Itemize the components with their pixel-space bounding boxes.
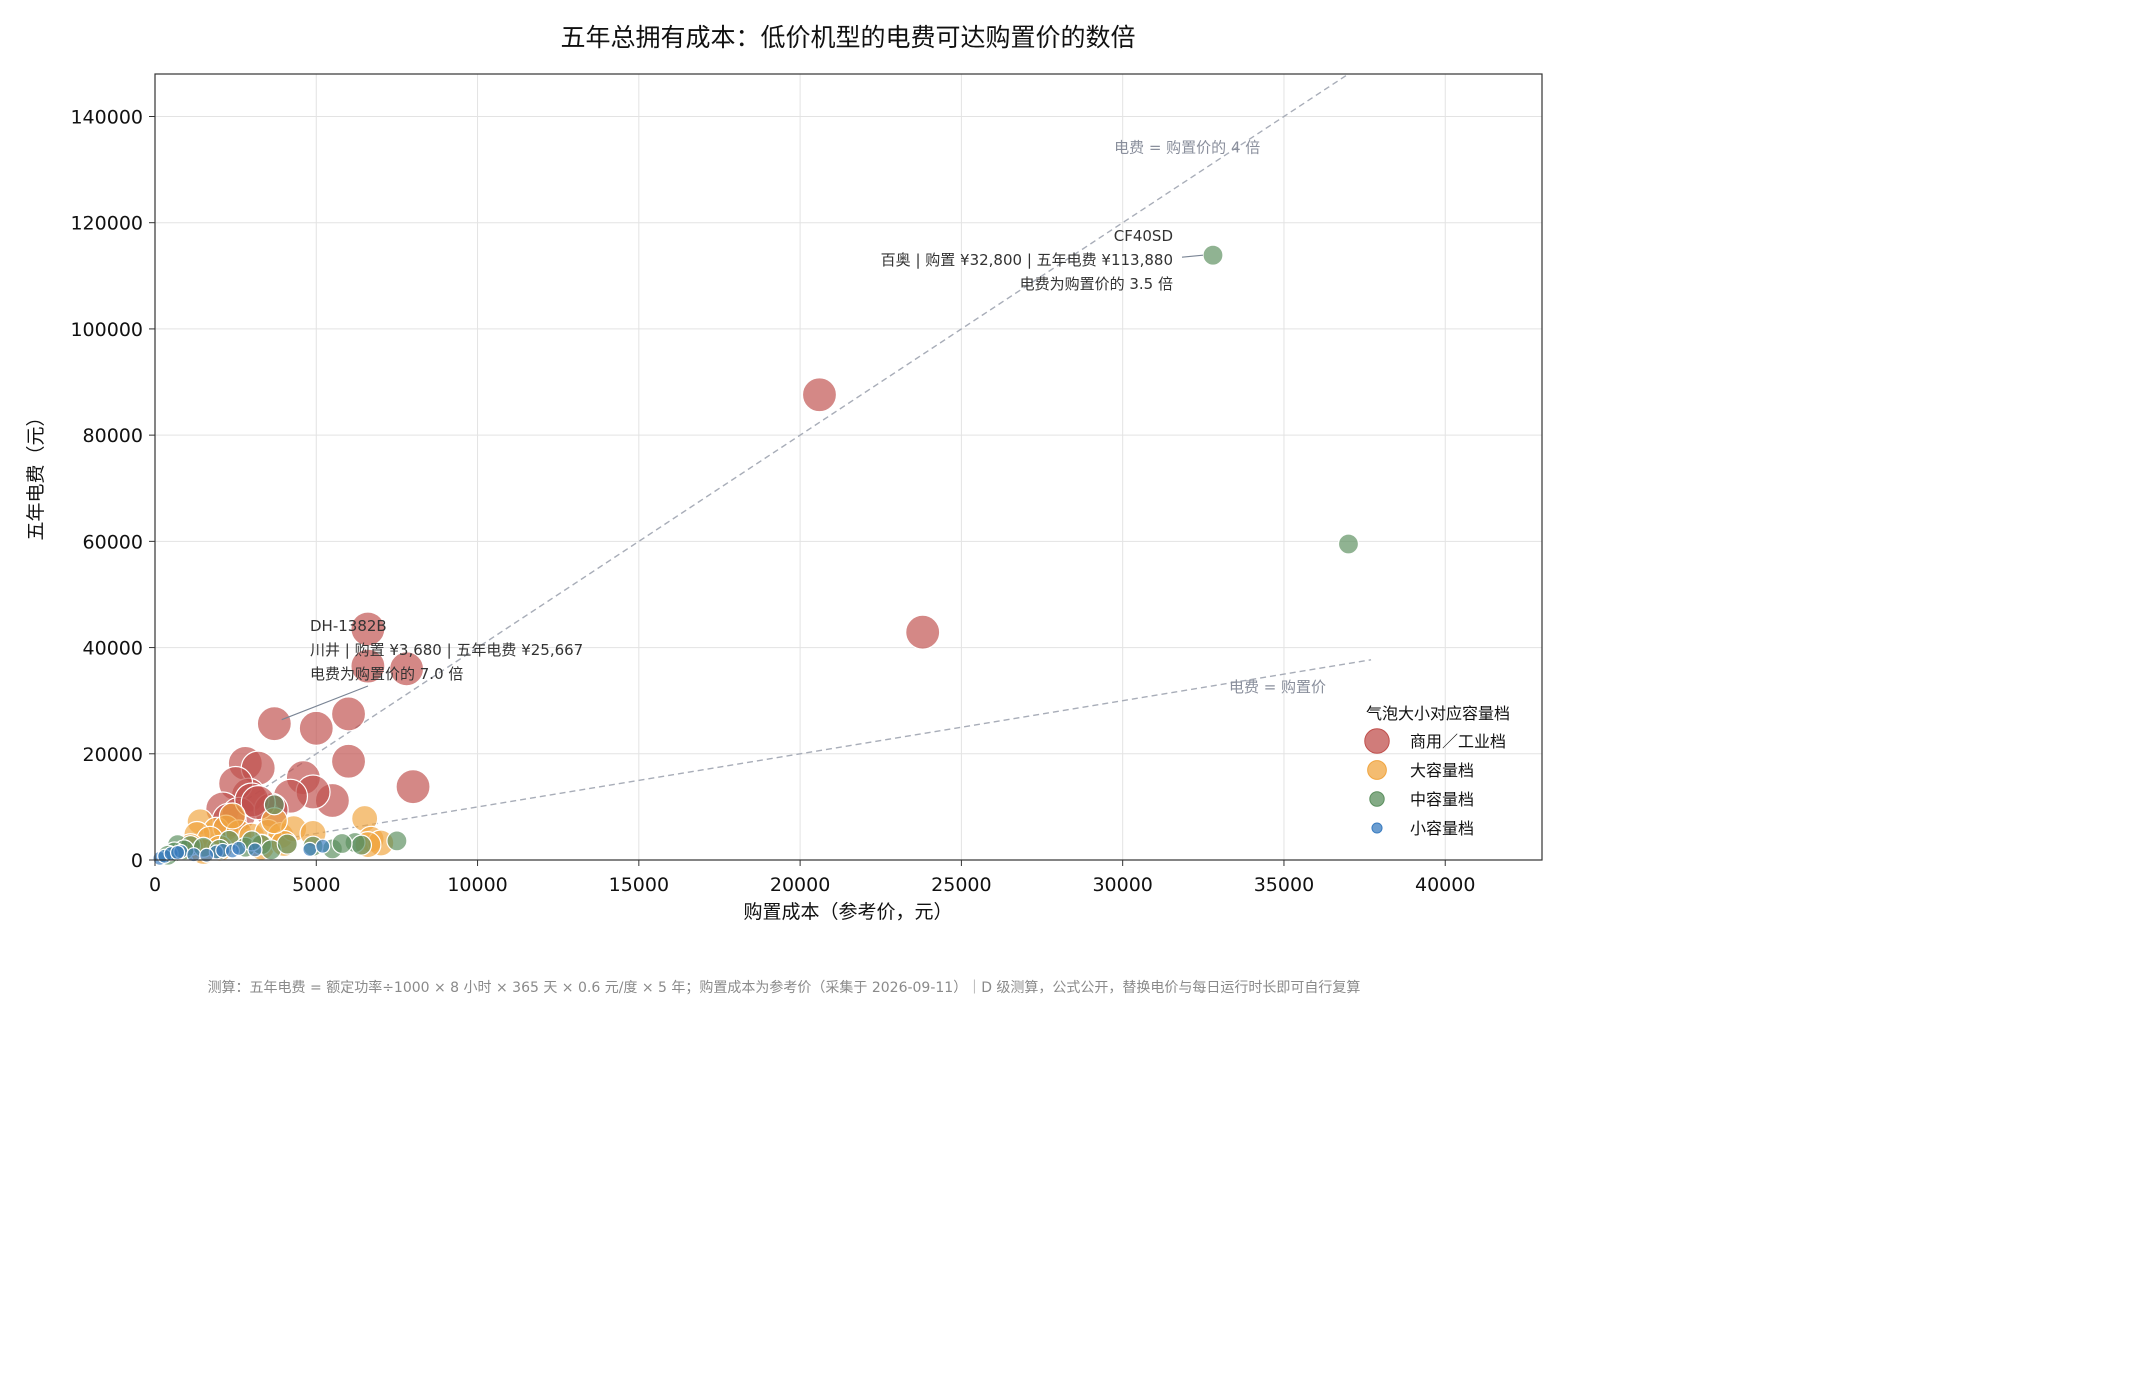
annotation-text: DH-1382B	[310, 617, 387, 635]
grid	[154, 74, 1542, 861]
chart-title: 五年总拥有成本：低价机型的电费可达购置价的数倍	[560, 23, 1135, 52]
axis-ticks: 0 5000 10000 15000 20000 25000 30000 35000 40000…	[70, 106, 1475, 896]
annotation-leader	[281, 685, 369, 721]
plot-frame	[154, 73, 1543, 861]
data-point	[247, 842, 263, 858]
chart-background	[0, 0, 1568, 1024]
y-tick-label: 20000	[83, 744, 143, 766]
y-axis-label: 五年电费（元）	[25, 407, 47, 540]
y-tick-label: 80000	[83, 425, 143, 447]
series-3	[152, 838, 331, 867]
data-point	[388, 651, 425, 687]
data-point	[386, 830, 408, 852]
x-tick-label: 5000	[292, 874, 340, 896]
y-tick-label: 120000	[70, 213, 143, 235]
reference-line	[154, 73, 1349, 861]
data-points	[152, 244, 1360, 867]
x-axis-label: 购置成本（参考价，元）	[743, 901, 952, 923]
data-point	[350, 648, 386, 684]
legend-label: 小容量档	[1410, 819, 1474, 838]
reference-line-label: 电费 = 购置价的 4 倍	[1114, 139, 1260, 157]
data-point	[350, 834, 373, 856]
scatter-chart: 五年总拥有成本：低价机型的电费可达购置价的数倍 电费 = 购置价 电费 = 购置价…	[0, 0, 1568, 1024]
legend-label: 中容量档	[1410, 790, 1474, 809]
annotations: DH-1382B 川井 | 购置 ¥3,680 | 五年电费 ¥25,667 电费为…	[281, 227, 1204, 721]
y-tick-label: 0	[131, 850, 143, 872]
data-point	[1337, 533, 1360, 555]
chart-root: 五年总拥有成本：低价机型的电费可达购置价的数倍 电费 = 购置价 电费 = 购置价…	[0, 0, 1568, 1024]
data-point	[298, 710, 334, 746]
y-tick-label: 40000	[83, 638, 143, 660]
data-point	[169, 844, 186, 861]
x-tick-label: 10000	[447, 874, 507, 896]
annotation-text: 电费为购置价的 3.5 倍	[1020, 275, 1173, 293]
data-point	[263, 794, 285, 816]
data-point	[218, 802, 247, 830]
data-point	[315, 838, 331, 854]
legend-label: 商用／工业档	[1410, 732, 1506, 751]
data-point	[276, 833, 298, 855]
legend-marker	[1371, 822, 1383, 834]
reference-line-label: 电费 = 购置价	[1229, 678, 1326, 696]
data-point	[330, 696, 367, 732]
annotation-text: 百奥 | 购置 ¥32,800 | 五年电费 ¥113,880	[881, 251, 1173, 269]
y-tick-label: 100000	[70, 319, 143, 341]
data-point	[199, 847, 215, 863]
data-point	[256, 706, 292, 742]
x-tick-label: 0	[149, 874, 161, 896]
data-point	[395, 769, 431, 805]
legend-marker	[1364, 728, 1390, 754]
legend-label: 大容量档	[1410, 761, 1474, 780]
footnote: 测算：五年电费 = 额定功率÷1000 × 8 小时 × 365 天 × 0.6…	[208, 979, 1361, 996]
x-tick-label: 30000	[1092, 874, 1152, 896]
x-tick-label: 35000	[1254, 874, 1314, 896]
annotation-text: 电费为购置价的 7.0 倍	[310, 665, 463, 683]
x-tick-label: 15000	[609, 874, 669, 896]
data-point	[231, 840, 247, 856]
annotation-text: 川井 | 购置 ¥3,680 | 五年电费 ¥25,667	[310, 641, 583, 659]
data-point	[330, 743, 367, 779]
legend-marker	[1369, 791, 1385, 807]
series-0	[205, 377, 941, 838]
x-tick-label: 40000	[1415, 874, 1475, 896]
data-point	[350, 611, 386, 647]
legend-title: 气泡大小对应容量档	[1366, 704, 1510, 723]
y-tick-label: 140000	[70, 106, 143, 128]
data-point	[905, 614, 941, 650]
legend-marker	[1367, 760, 1387, 780]
data-point	[1202, 244, 1224, 266]
annotation-text: CF40SD	[1114, 227, 1173, 245]
data-point	[801, 377, 838, 413]
annotation-leader	[1181, 254, 1204, 258]
x-tick-label: 20000	[770, 874, 830, 896]
data-point	[331, 832, 353, 855]
y-tick-label: 60000	[83, 531, 143, 553]
data-point	[302, 841, 318, 857]
x-tick-label: 25000	[931, 874, 991, 896]
